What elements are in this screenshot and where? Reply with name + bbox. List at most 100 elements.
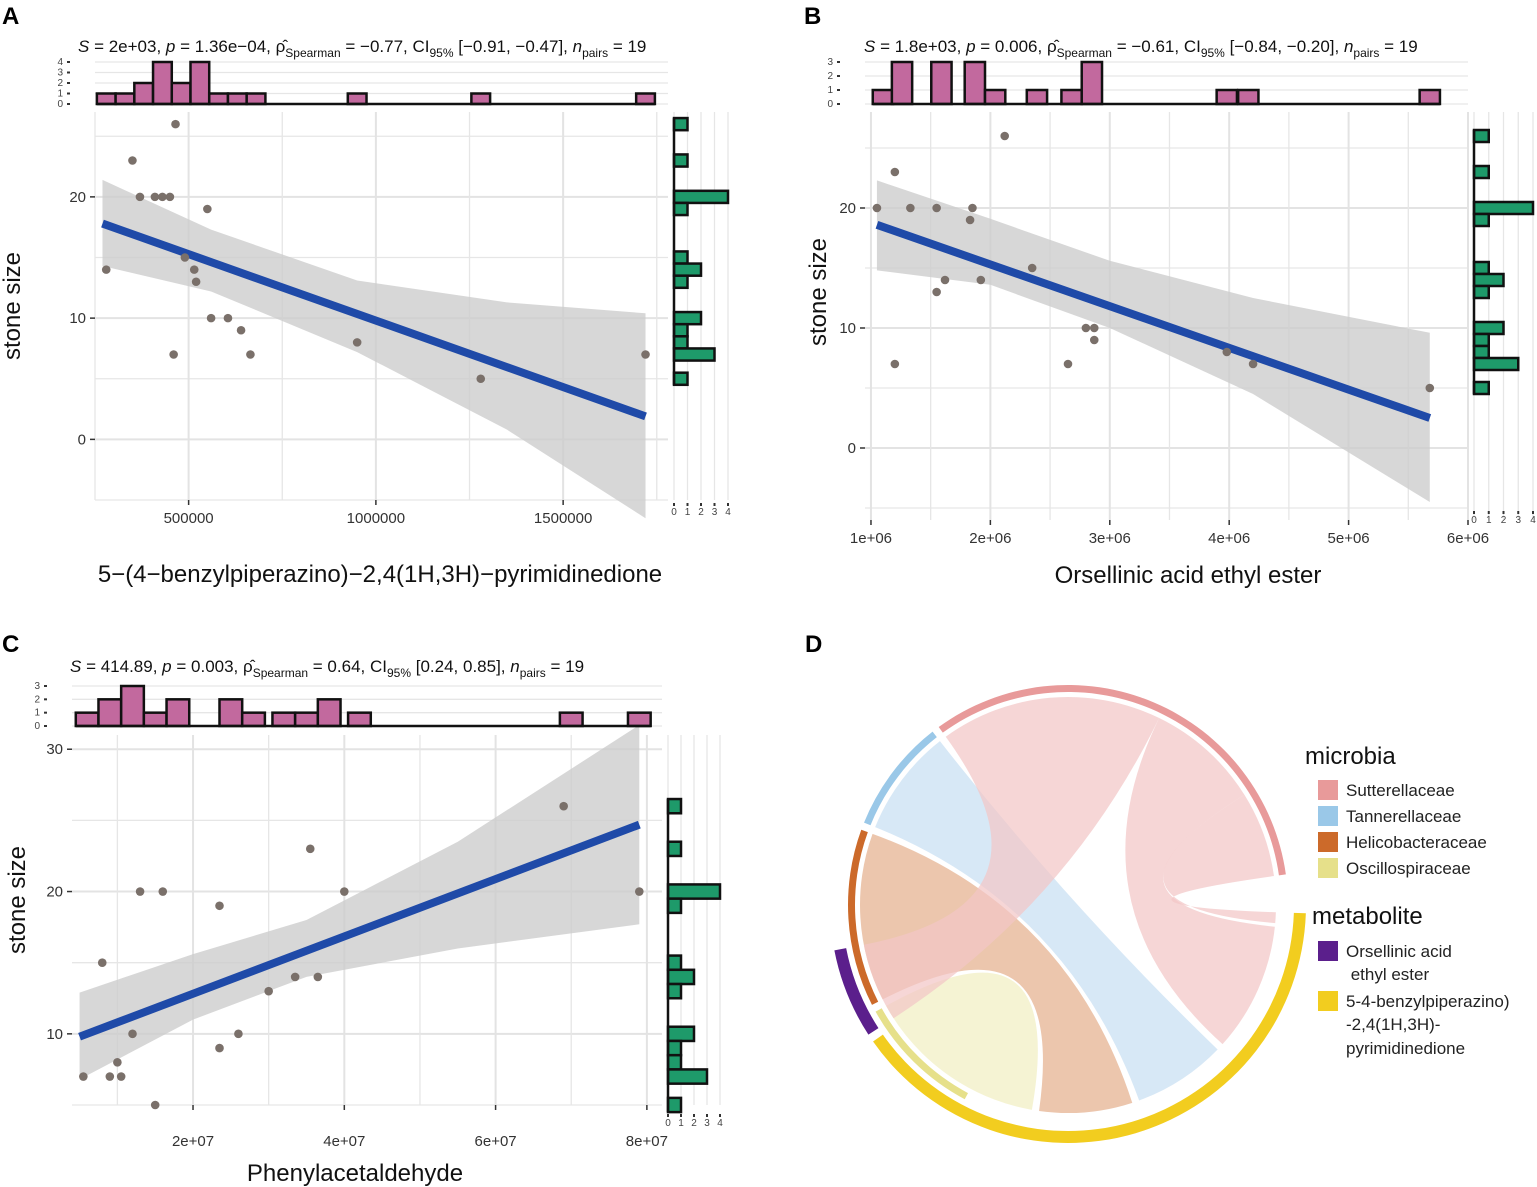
y-axis-title-c: stone size	[4, 846, 31, 954]
data-point	[234, 1029, 243, 1039]
right-hist-bar	[666, 1025, 696, 1043]
hist-tick-label: 0	[57, 99, 63, 110]
hist-tick-label: 4	[725, 507, 731, 518]
x-axis-title-a: 5−(4−benzylpiperazino)−2,4(1H,3H)−pyrimi…	[98, 561, 662, 588]
right-hist-bar	[672, 310, 703, 326]
hist-tick-mark	[727, 503, 729, 506]
data-point	[965, 215, 975, 225]
x-tick-label: 2e+07	[172, 1133, 214, 1150]
top-hist-bar	[930, 60, 953, 106]
x-tick-label: 6e+06	[1447, 530, 1489, 547]
right-hist-bar	[672, 201, 689, 217]
y-tick-label: 0	[78, 431, 86, 448]
data-point	[246, 350, 255, 359]
legend-label-orsellinic-2: ethyl ester	[1346, 965, 1429, 984]
hist-tick-label: 1	[685, 507, 691, 518]
data-point	[559, 801, 568, 811]
legend-label-helicobacteraceae: Helicobacteraceae	[1346, 833, 1487, 852]
data-point	[165, 192, 175, 202]
legend-swatch-helicobacteraceae	[1318, 832, 1338, 852]
hist-tick-label: 0	[665, 1118, 671, 1129]
hist-tick-label: 3	[827, 57, 833, 68]
data-point	[236, 325, 246, 335]
data-point	[906, 203, 915, 213]
top-hist-bar	[165, 698, 191, 728]
hist-tick-mark	[713, 503, 716, 506]
data-points	[101, 119, 650, 384]
data-point	[1089, 335, 1099, 345]
hist-tick-label: 2	[698, 507, 704, 518]
x-axis-title-b: Orsellinic acid ethyl ester	[1055, 562, 1322, 589]
right-hist-bar	[666, 1039, 683, 1057]
data-point	[97, 958, 107, 967]
panel-letter-b: B	[804, 3, 821, 30]
right-hist-bar	[666, 797, 683, 815]
data-point	[116, 1072, 126, 1081]
hist-tick-label: 0	[34, 721, 40, 732]
right-hist-bar	[666, 1068, 709, 1085]
top-hist-bar	[963, 60, 987, 106]
right-hist-bar	[666, 1096, 683, 1114]
data-point	[135, 192, 145, 202]
right-hist-bar	[1472, 320, 1505, 336]
right-hist-bar	[666, 883, 722, 900]
right-hist-bar	[1472, 164, 1490, 180]
hist-tick-mark	[67, 71, 70, 74]
hist-tick-mark	[44, 698, 47, 701]
right-hist-bar	[1472, 128, 1490, 144]
x-tick-label: 500000	[164, 510, 214, 527]
x-tick-label: 4e+06	[1208, 530, 1250, 547]
top-hist-bar	[346, 92, 368, 106]
top-hist-bar	[1025, 88, 1049, 106]
hist-tick-label: 4	[717, 1118, 723, 1129]
top-hist-bar	[142, 711, 168, 728]
y-tick-label: 0	[848, 440, 856, 457]
legend-label-tannerellaceae: Tannerellaceae	[1346, 807, 1461, 826]
top-hist-bar	[97, 698, 123, 728]
top-histogram: 0 1 2 3	[34, 681, 662, 732]
right-hist-bar	[672, 371, 689, 387]
right-hist-bar	[1472, 260, 1490, 276]
data-point	[171, 119, 180, 129]
chord-sectors	[834, 685, 1306, 1143]
data-point	[890, 167, 900, 177]
right-hist-bar	[666, 954, 683, 972]
regression-line	[78, 820, 641, 1041]
data-point	[189, 265, 199, 274]
right-hist-bar	[672, 153, 689, 168]
top-hist-bar	[470, 92, 492, 106]
right-hist-bar	[666, 982, 683, 1000]
top-hist-bar	[114, 92, 136, 106]
x-tick-label: 1000000	[347, 510, 405, 527]
hist-tick-mark	[837, 61, 840, 63]
hist-tick-label: 2	[1501, 515, 1507, 526]
right-hist-bar	[672, 322, 689, 338]
data-point	[305, 844, 315, 854]
stats-subtitle-c: S = 414.89, p = 0.003, ρ̂Spearman = 0.64…	[70, 657, 584, 680]
top-histogram: 0 1 2 3	[827, 57, 1468, 110]
y-tick-label: 10	[46, 1026, 63, 1043]
regression-line	[101, 219, 647, 421]
legend-swatch-orsellinic	[1318, 941, 1338, 961]
confidence-band	[876, 180, 1430, 502]
data-point	[1425, 383, 1435, 393]
data-point	[932, 203, 941, 213]
hist-tick-mark	[44, 685, 47, 687]
data-point	[313, 972, 323, 982]
hist-tick-mark	[719, 1114, 721, 1117]
data-point	[180, 253, 190, 262]
legend-label-benzylpiperazino-2: -2,4(1H,3H)-	[1346, 1015, 1440, 1034]
top-hist-bar	[983, 88, 1007, 106]
data-point	[206, 313, 216, 323]
y-tick-label: 30	[46, 741, 63, 758]
data-point	[1027, 263, 1037, 273]
y-axis-title-b: stone size	[805, 238, 832, 346]
data-point	[635, 887, 644, 896]
hist-tick-mark	[1487, 511, 1490, 514]
data-point	[1081, 323, 1091, 333]
data-point	[340, 887, 349, 896]
chord-sector-sutterellaceae	[938, 685, 1286, 876]
